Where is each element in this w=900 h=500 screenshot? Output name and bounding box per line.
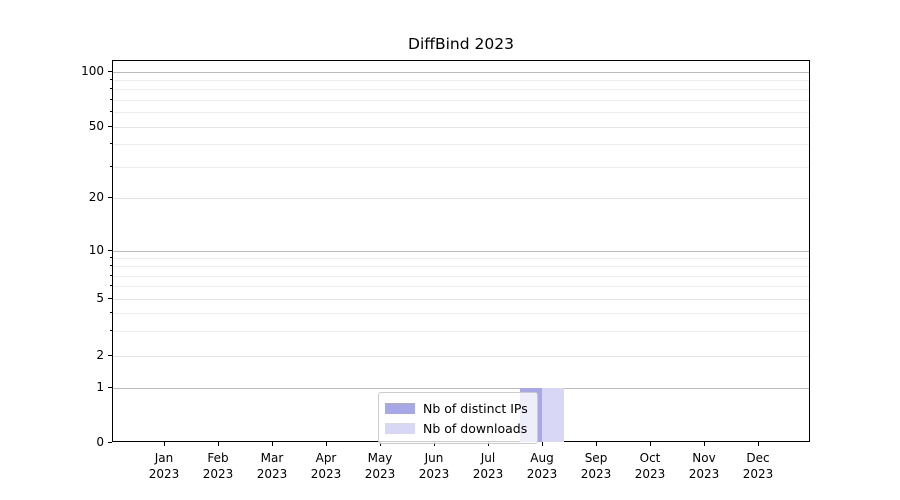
y-axis-label: 50 <box>88 118 104 133</box>
legend-label-distinct-ips: Nb of distinct IPs <box>423 400 528 416</box>
y-minor-tick <box>110 285 112 287</box>
y-gridline-minor <box>113 286 809 288</box>
y-tick <box>108 70 112 72</box>
y-tick <box>108 125 112 127</box>
y-minor-tick <box>110 143 112 145</box>
x-axis-label: May 2023 <box>350 450 410 482</box>
y-minor-tick <box>110 312 112 314</box>
chart-title: DiffBind 2023 <box>408 35 514 53</box>
y-gridline-major <box>113 71 809 73</box>
y-gridline-minor <box>113 80 809 82</box>
y-gridline-minor <box>113 112 809 114</box>
x-tick <box>272 442 273 446</box>
x-axis-label-year: 2023 <box>202 467 234 481</box>
y-gridline-sub <box>113 356 809 357</box>
x-axis-label: Mar 2023 <box>242 450 302 482</box>
x-tick <box>650 442 651 446</box>
plot-area <box>112 60 810 442</box>
x-axis-label-year: 2023 <box>148 467 180 481</box>
y-tick <box>108 355 112 356</box>
x-axis-label-year: 2023 <box>742 467 774 481</box>
legend-label-downloads: Nb of downloads <box>423 420 528 436</box>
x-axis-label: Oct 2023 <box>620 450 680 482</box>
x-axis-label: Apr 2023 <box>296 450 356 482</box>
y-gridline-major <box>113 388 809 390</box>
y-axis-label: 1 <box>96 380 104 395</box>
x-axis-label-year: 2023 <box>256 467 288 481</box>
y-minor-tick <box>110 329 112 331</box>
x-axis-label-year: 2023 <box>310 467 342 481</box>
y-minor-tick <box>110 111 112 113</box>
y-tick <box>108 298 112 300</box>
y-gridline-minor <box>113 166 809 168</box>
x-axis-label: Feb 2023 <box>188 450 248 482</box>
y-minor-tick <box>110 79 112 81</box>
y-minor-tick <box>110 99 112 100</box>
x-tick <box>542 442 543 446</box>
x-axis-label: Nov 2023 <box>674 450 734 482</box>
legend: Nb of distinct IPs Nb of downloads <box>378 392 538 444</box>
y-minor-tick <box>110 88 112 90</box>
x-tick <box>596 442 597 446</box>
x-axis-label-year: 2023 <box>364 467 396 481</box>
x-axis-label: Jan 2023 <box>134 450 194 482</box>
y-gridline-sub <box>113 126 809 128</box>
y-gridline-minor <box>113 144 809 146</box>
y-minor-tick <box>110 165 112 167</box>
y-tick <box>108 197 112 199</box>
x-axis-label: Jul 2023 <box>458 450 518 482</box>
y-axis-label: 20 <box>88 190 104 205</box>
x-tick <box>758 442 759 446</box>
x-axis-label-year: 2023 <box>472 467 504 481</box>
y-axis-label: 5 <box>96 291 104 306</box>
y-axis-label: 0 <box>96 435 104 449</box>
y-tick <box>108 249 112 251</box>
y-axis-label: 10 <box>88 242 104 257</box>
x-axis-label-year: 2023 <box>688 467 720 481</box>
y-gridline-minor <box>113 266 809 268</box>
x-tick <box>704 442 705 446</box>
y-gridline-minor <box>113 257 809 259</box>
x-axis-label-year: 2023 <box>580 467 612 481</box>
y-gridline-minor <box>113 313 809 315</box>
x-axis-label-year: 2023 <box>418 467 450 481</box>
legend-swatch-distinct-ips <box>385 402 415 414</box>
y-gridline-major <box>113 250 809 252</box>
legend-row-distinct-ips: Nb of distinct IPs <box>385 398 528 418</box>
x-axis-label: Sep 2023 <box>566 450 626 482</box>
x-axis-label: Jun 2023 <box>404 450 464 482</box>
x-axis-label-year: 2023 <box>634 467 666 481</box>
x-axis-label: Dec 2023 <box>728 450 788 482</box>
x-tick <box>380 442 381 446</box>
y-minor-tick <box>110 265 112 267</box>
y-tick <box>108 387 112 389</box>
x-tick <box>488 442 489 446</box>
x-tick <box>434 442 435 446</box>
y-gridline-sub <box>113 299 809 301</box>
y-axis-label: 100 <box>81 63 104 78</box>
x-tick <box>218 442 219 446</box>
x-axis-label: Aug 2023 <box>512 450 572 482</box>
x-tick <box>326 442 327 446</box>
legend-swatch-downloads <box>385 422 415 434</box>
y-gridline-minor <box>113 100 809 101</box>
bar-downloads-aug <box>542 388 564 442</box>
x-tick <box>164 442 165 446</box>
y-tick <box>108 442 112 443</box>
y-gridline-minor <box>113 330 809 332</box>
legend-row-downloads: Nb of downloads <box>385 418 528 438</box>
x-axis-label-year: 2023 <box>526 467 558 481</box>
y-gridline-minor <box>113 89 809 91</box>
y-axis-label: 2 <box>96 348 104 362</box>
y-gridline-sub <box>113 198 809 200</box>
y-gridline-minor <box>113 275 809 277</box>
y-minor-tick <box>110 274 112 276</box>
y-minor-tick <box>110 256 112 258</box>
